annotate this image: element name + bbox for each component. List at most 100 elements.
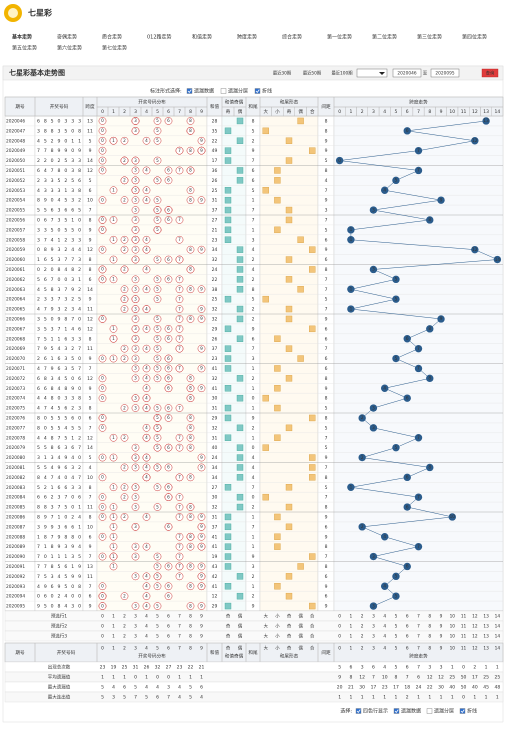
preselect-cell[interactable]: 11 — [461, 624, 467, 630]
preselect-cell[interactable]: 8 — [189, 614, 192, 620]
preselect-cell[interactable]: 4 — [383, 624, 386, 630]
preselect-cell[interactable]: 3 — [134, 624, 137, 630]
preselect-cell[interactable]: 9 — [440, 634, 443, 640]
preselect-cell[interactable]: 12 — [472, 634, 478, 640]
preselect-cell[interactable]: 大 — [264, 633, 269, 640]
preselect-cell[interactable]: 奇 — [226, 613, 231, 620]
preselect-cell[interactable]: 8 — [428, 624, 431, 630]
preselect-cell[interactable]: 2 — [123, 614, 126, 620]
preselect-cell[interactable]: 14 — [495, 634, 501, 640]
preselect-cell[interactable]: 4 — [145, 614, 148, 620]
preselect-cell[interactable]: 1 — [350, 614, 353, 620]
quick-link[interactable]: 最近50期 — [303, 70, 321, 77]
nav-link[interactable]: 奇偶走势 — [57, 34, 77, 41]
preselect-cell[interactable]: 4 — [383, 614, 386, 620]
preselect-cell[interactable]: 3 — [134, 614, 137, 620]
preselect-cell[interactable]: 8 — [189, 624, 192, 630]
preselect-cell[interactable]: 奇 — [287, 613, 292, 620]
preselect-cell[interactable]: 11 — [461, 634, 467, 640]
preselect-cell[interactable]: 5 — [156, 614, 159, 620]
preselect-cell[interactable]: 3 — [372, 634, 375, 640]
nav-link[interactable]: 012路走势 — [147, 34, 172, 41]
preselect-cell[interactable]: 7 — [178, 634, 181, 640]
preselect-cell[interactable]: 偶 — [298, 613, 303, 620]
preselect-cell[interactable]: 8 — [428, 614, 431, 620]
preselect-cell[interactable]: 5 — [395, 634, 398, 640]
preselect-cell[interactable]: 6 — [167, 614, 170, 620]
preselect-cell[interactable]: 0 — [101, 634, 104, 640]
nav-link[interactable]: 第三位走势 — [417, 34, 442, 41]
preselect-cell[interactable]: 2 — [123, 624, 126, 630]
preselect-cell[interactable]: 4 — [383, 634, 386, 640]
query-label[interactable]: 查询 — [486, 70, 495, 77]
preselect-cell[interactable]: 2 — [361, 634, 364, 640]
preselect-cell[interactable]: 小 — [275, 633, 280, 640]
nav-link[interactable]: 质合走势 — [102, 34, 122, 41]
preselect-cell[interactable]: 3 — [372, 624, 375, 630]
nav-link[interactable]: 第六位走势 — [57, 45, 82, 52]
preselect-cell[interactable]: 5 — [395, 624, 398, 630]
nav-link[interactable]: 和值走势 — [192, 34, 212, 41]
preselect-cell[interactable]: 大 — [264, 623, 269, 630]
preselect-cell[interactable]: 奇 — [226, 633, 231, 640]
preselect-cell[interactable]: 偶 — [238, 623, 243, 630]
preselect-cell[interactable]: 14 — [495, 614, 501, 620]
preselect-cell[interactable]: 9 — [200, 634, 203, 640]
preselect-cell[interactable]: 14 — [495, 624, 501, 630]
preselect-cell[interactable]: 1 — [112, 614, 115, 620]
preselect-cell[interactable]: 偶 — [238, 633, 243, 640]
preselect-cell[interactable]: 5 — [156, 624, 159, 630]
preselect-cell[interactable]: 1 — [112, 634, 115, 640]
preselect-cell[interactable]: 3 — [372, 614, 375, 620]
preselect-cell[interactable]: 13 — [483, 614, 489, 620]
preselect-cell[interactable]: 小 — [275, 623, 280, 630]
preselect-cell[interactable]: 10 — [450, 614, 456, 620]
nav-link[interactable]: 基本走势 — [11, 34, 32, 41]
preselect-cell[interactable]: 3 — [134, 634, 137, 640]
preselect-cell[interactable]: 6 — [406, 624, 409, 630]
nav-link[interactable]: 第五位走势 — [12, 45, 37, 52]
preselect-cell[interactable]: 0 — [101, 614, 104, 620]
quick-link[interactable]: 最近30期 — [273, 70, 291, 77]
preselect-cell[interactable]: 7 — [417, 634, 420, 640]
preselect-cell[interactable]: 12 — [472, 624, 478, 630]
preselect-cell[interactable]: 合 — [310, 623, 315, 630]
preselect-cell[interactable]: 4 — [145, 634, 148, 640]
preselect-cell[interactable]: 12 — [472, 614, 478, 620]
preselect-cell[interactable]: 2 — [123, 634, 126, 640]
preselect-cell[interactable]: 0 — [338, 624, 341, 630]
preselect-cell[interactable]: 7 — [178, 624, 181, 630]
preselect-cell[interactable]: 2 — [361, 614, 364, 620]
preselect-cell[interactable]: 小 — [275, 613, 280, 620]
preselect-cell[interactable]: 合 — [310, 633, 315, 640]
preselect-cell[interactable]: 4 — [145, 624, 148, 630]
preselect-cell[interactable]: 2 — [361, 624, 364, 630]
preselect-cell[interactable]: 11 — [461, 614, 467, 620]
nav-link[interactable]: 综合走势 — [282, 34, 302, 41]
preselect-cell[interactable]: 偶 — [298, 623, 303, 630]
preselect-cell[interactable]: 5 — [156, 634, 159, 640]
preselect-cell[interactable]: 9 — [200, 614, 203, 620]
preselect-cell[interactable]: 7 — [417, 614, 420, 620]
nav-link[interactable]: 第四位走势 — [462, 34, 487, 41]
preselect-cell[interactable]: 0 — [338, 634, 341, 640]
preselect-cell[interactable]: 合 — [310, 613, 315, 620]
preselect-cell[interactable]: 偶 — [238, 613, 243, 620]
preselect-cell[interactable]: 偶 — [298, 633, 303, 640]
preselect-cell[interactable]: 9 — [440, 624, 443, 630]
preselect-cell[interactable]: 6 — [406, 614, 409, 620]
preselect-cell[interactable]: 1 — [350, 634, 353, 640]
preselect-cell[interactable]: 0 — [101, 624, 104, 630]
preselect-cell[interactable]: 10 — [450, 624, 456, 630]
preselect-cell[interactable]: 0 — [338, 614, 341, 620]
preselect-cell[interactable]: 奇 — [287, 623, 292, 630]
preselect-cell[interactable]: 9 — [440, 614, 443, 620]
preselect-cell[interactable]: 5 — [395, 614, 398, 620]
preselect-cell[interactable]: 9 — [200, 624, 203, 630]
nav-link[interactable]: 第一位走势 — [327, 34, 352, 41]
preselect-cell[interactable]: 6 — [167, 624, 170, 630]
preselect-cell[interactable]: 1 — [350, 624, 353, 630]
preselect-cell[interactable]: 1 — [112, 624, 115, 630]
preselect-cell[interactable]: 7 — [417, 624, 420, 630]
preselect-cell[interactable]: 13 — [483, 624, 489, 630]
